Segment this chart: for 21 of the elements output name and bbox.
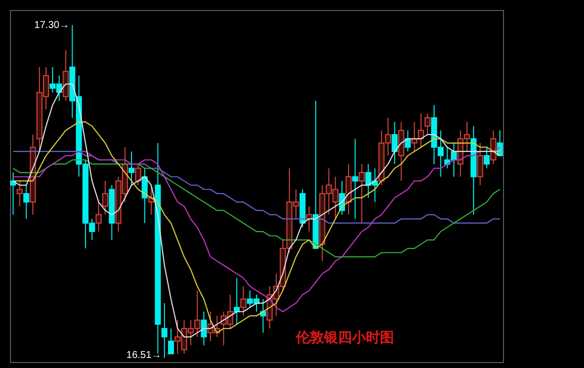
candlestick (128, 150, 135, 186)
candlestick (16, 180, 23, 207)
candlestick (260, 298, 266, 334)
candlestick (102, 180, 108, 216)
candlestick (96, 202, 102, 232)
candlestick (477, 142, 484, 186)
candlestick (418, 113, 424, 148)
candlestick (23, 184, 30, 220)
candlestick (135, 164, 142, 186)
candlestick (168, 328, 174, 354)
candlestick (240, 286, 246, 316)
candlestick (392, 121, 398, 165)
candlestick (424, 113, 431, 136)
candlestick (484, 146, 490, 169)
candlestick (161, 302, 168, 359)
annotation: 17.30→ (34, 20, 70, 31)
text: 伦敦银四小时图 (295, 329, 394, 346)
candlestick (200, 311, 207, 346)
annotation: 16.51→ (126, 350, 162, 362)
candlestick (358, 164, 365, 224)
candlestick (352, 138, 358, 220)
